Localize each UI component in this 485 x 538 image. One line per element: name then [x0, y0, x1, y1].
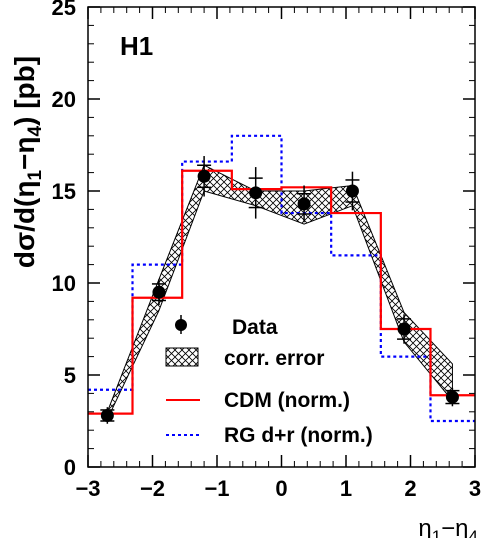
data-marker	[345, 184, 359, 198]
legend-label-data: Data	[232, 316, 278, 339]
experiment-label: H1	[120, 31, 153, 61]
data-marker	[152, 285, 166, 299]
y-tick-label: 10	[52, 271, 76, 296]
x-axis-title: η1−η4	[418, 515, 478, 538]
legend-item-corr-error: corr. error	[165, 347, 324, 370]
legend: Data corr. error CDM (norm.) RG d+r (nor…	[165, 315, 373, 447]
y-tick-label: 5	[64, 363, 76, 388]
legend-label-rg: RG d+r (norm.)	[224, 424, 373, 447]
svg-text:dσ/d(η1−η4) [pb]: dσ/d(η1−η4) [pb]	[9, 56, 46, 268]
data-point	[197, 156, 212, 197]
rg-histogram	[88, 134, 475, 423]
x-axis-title-main: η	[418, 515, 431, 538]
x-tick-label: 1	[340, 476, 352, 501]
x-tick-label: 2	[404, 476, 416, 501]
y-axis-title-sub-4: 4	[25, 125, 46, 136]
data-point	[297, 185, 312, 223]
legend-item-rg: RG d+r (norm.)	[166, 424, 373, 447]
y-tick-label: 25	[52, 0, 76, 20]
y-axis-title-main: dσ/d(η	[9, 181, 40, 269]
y-tick-label: 0	[64, 455, 76, 480]
data-marker	[297, 197, 311, 211]
x-tick-label: −3	[75, 476, 100, 501]
legend-label-corr-error: corr. error	[224, 347, 324, 370]
rg-histogram-line	[88, 134, 475, 423]
data-points	[100, 156, 460, 424]
y-tick-label: 15	[52, 179, 76, 204]
y-axis-title-end: ) [pb]	[9, 56, 40, 126]
legend-label-cdm: CDM (norm.)	[224, 389, 350, 412]
data-point	[151, 279, 166, 306]
data-marker	[397, 322, 411, 336]
y-axis-title-sub-1: 1	[25, 170, 46, 181]
legend-marker-data	[175, 319, 187, 331]
data-marker	[445, 390, 459, 404]
data-point	[100, 407, 115, 424]
legend-item-data: Data	[175, 315, 278, 339]
data-point	[397, 314, 412, 344]
x-tick-label: −2	[140, 476, 165, 501]
x-axis-title-sub-1: 1	[432, 527, 441, 538]
x-axis-title-mid: −η	[441, 515, 468, 538]
axis-ticks: −3 −2 −1 0 1 2 3 0 5 10 15 20 25	[52, 0, 482, 501]
y-tick-label: 20	[52, 87, 76, 112]
legend-item-cdm: CDM (norm.)	[166, 389, 350, 412]
legend-swatch-corr-error	[165, 347, 199, 367]
y-axis-title-mid: −η	[9, 136, 40, 169]
y-axis-title: dσ/d(η1−η4) [pb]	[9, 56, 46, 268]
x-tick-label: 3	[469, 476, 481, 501]
data-point	[345, 171, 360, 211]
data-marker	[100, 408, 114, 422]
data-point	[445, 387, 460, 407]
x-tick-label: 0	[275, 476, 287, 501]
x-tick-label: −1	[204, 476, 229, 501]
x-axis-title-sub-4: 4	[469, 527, 478, 538]
data-marker	[197, 169, 211, 183]
plot-frame	[87, 6, 476, 468]
data-marker	[249, 186, 263, 200]
data-point	[248, 167, 263, 219]
